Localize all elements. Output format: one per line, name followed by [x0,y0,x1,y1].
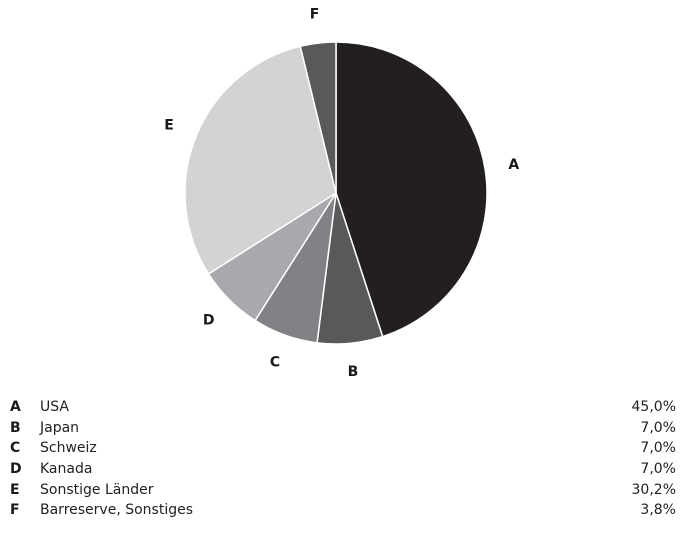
legend-row: D Kanada 7,0% [10,459,676,480]
pie-slices [184,41,488,345]
legend-value: 7,0% [640,419,676,436]
pie-label-b: B [348,364,359,380]
legend-value: 45,0% [631,399,676,416]
legend-key: E [10,481,20,498]
pie-slice-a [335,41,488,338]
legend-key: D [10,461,22,478]
legend-key: C [10,440,21,457]
legend-label: USA [40,399,69,416]
legend-row: E Sonstige Länder 30,2% [10,479,676,500]
legend-key: F [10,502,20,519]
pie-slice-f [299,41,337,194]
pie-label-f: F [310,6,320,22]
legend-label: Barreserve, Sonstiges [40,502,194,519]
legend-value: 30,2% [631,481,676,498]
pie-slice-e [184,45,337,275]
legend-label: Schweiz [40,440,97,457]
legend-key: A [10,399,21,416]
pie-label-e: E [164,118,174,134]
legend-value: 3,8% [640,502,676,519]
legend-key: B [10,419,21,436]
pie-label-a: A [508,157,519,173]
legend-value: 7,0% [640,461,676,478]
legend-row: F Barreserve, Sonstiges 3,8% [10,500,676,521]
legend-label: Sonstige Länder [40,481,154,498]
legend: A USA 45,0% B Japan 7,0% C Schweiz 7,0% … [10,397,676,521]
legend-label: Japan [40,419,80,436]
legend-label: Kanada [40,461,93,478]
legend-value: 7,0% [640,440,676,457]
legend-row: A USA 45,0% [10,397,676,418]
pie-chart: A B C D E F [164,6,519,380]
pie-label-c: C [270,354,280,370]
legend-row: B Japan 7,0% [10,418,676,439]
legend-row: C Schweiz 7,0% [10,438,676,459]
pie-slice-labels: A B C D E F [164,6,519,380]
pie-label-d: D [203,312,215,328]
